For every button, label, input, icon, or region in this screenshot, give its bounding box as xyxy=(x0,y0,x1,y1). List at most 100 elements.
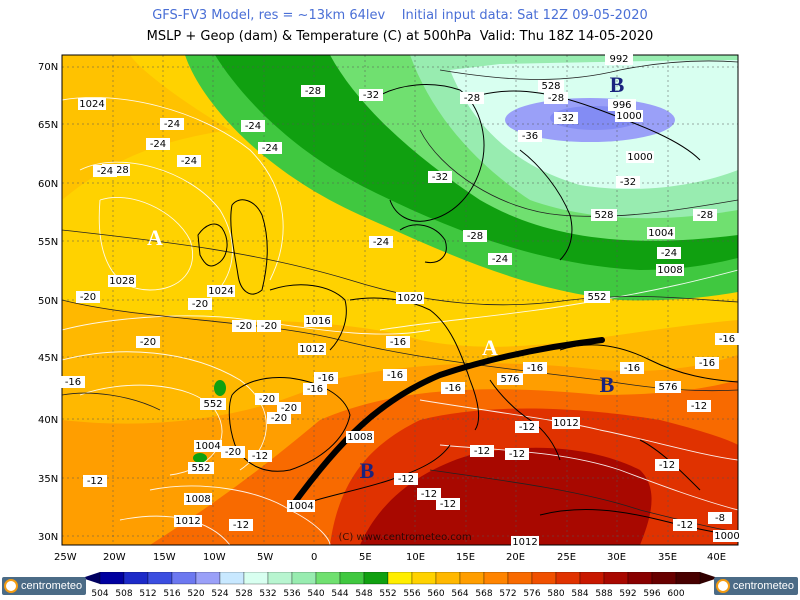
temp-label-bg xyxy=(229,519,253,531)
isobar-label: 1004 xyxy=(648,228,673,239)
map-frame xyxy=(61,54,739,546)
temperature-label: -20 xyxy=(261,321,277,332)
isobar-label: 1000 xyxy=(616,111,641,122)
temperature-label: -16 xyxy=(624,363,640,374)
geopotential-label: 528 xyxy=(594,210,613,221)
temp-label-bg xyxy=(221,446,245,458)
colorbar-swatch xyxy=(555,572,581,585)
temp-label-bg xyxy=(515,421,539,433)
temp-label-bg xyxy=(248,450,272,462)
high-pressure-marker: A xyxy=(147,225,163,250)
isobar-label: 1012 xyxy=(299,344,324,355)
colorbar-swatch xyxy=(459,572,485,585)
colorbar-swatch xyxy=(147,572,173,585)
temp-label-bg xyxy=(463,230,487,242)
colorbar-swatch xyxy=(267,572,293,585)
temp-label-bg xyxy=(715,333,739,345)
colorbar-swatch xyxy=(219,572,245,585)
temperature-label: -24 xyxy=(164,119,180,130)
temperature-label: -12 xyxy=(252,451,268,462)
temp-label-bg xyxy=(258,142,282,154)
temperature-label: -16 xyxy=(307,384,323,395)
temperature-label: -16 xyxy=(387,370,403,381)
isobar-label-bg xyxy=(396,292,424,304)
temperature-label: -32 xyxy=(363,90,379,101)
lon-label: 15W xyxy=(153,552,176,563)
temp-label-bg xyxy=(673,519,697,531)
temp-label-bg xyxy=(657,247,681,259)
centrometeo-logo-right[interactable]: centrometeo xyxy=(713,577,798,595)
isobar-label-bg xyxy=(108,275,136,287)
temperature-label: -24 xyxy=(492,254,508,265)
lon-label: 20E xyxy=(506,552,525,563)
colorbar-label: 540 xyxy=(307,589,324,599)
colorbar-label: 512 xyxy=(139,589,156,599)
temp-label-bg xyxy=(255,393,279,405)
temperature-label: -16 xyxy=(527,363,543,374)
colorbar-swatch xyxy=(483,572,509,585)
temperature-label: -12 xyxy=(519,422,535,433)
latitude-labels: 70N 65N 60N 55N 50N 45N 40N 35N 30N xyxy=(38,62,58,543)
colorbar-label: 528 xyxy=(235,589,252,599)
temperature-label: -28 xyxy=(305,86,321,97)
temperature-label: -12 xyxy=(509,449,525,460)
temp-label-bg xyxy=(620,362,644,374)
temp-label-bg xyxy=(441,382,465,394)
temperature-label: -24 xyxy=(97,166,113,177)
temperature-label: -16 xyxy=(719,334,735,345)
colorbar-label: 532 xyxy=(259,589,276,599)
temperature-label: -12 xyxy=(233,520,249,531)
temperature-label: -16 xyxy=(318,373,334,384)
geopotential-label: 576 xyxy=(658,382,677,393)
watermark: (C) www.centrometeo.com xyxy=(338,532,471,543)
temperature-label: -12 xyxy=(440,499,456,510)
temp-label-bg xyxy=(695,357,719,369)
temp-label-bg xyxy=(436,498,460,510)
temp-label-bg xyxy=(616,176,640,188)
temperature-label: -20 xyxy=(271,413,287,424)
colorbar-label: 504 xyxy=(91,589,108,599)
isobar-label: 1024 xyxy=(208,286,233,297)
geop-label-bg xyxy=(188,462,214,474)
temperature-label: -28 xyxy=(548,93,564,104)
isobar-label: 1012 xyxy=(553,418,578,429)
isobar-label-bg xyxy=(194,440,222,452)
lon-label: 0 xyxy=(311,552,317,563)
colorbar-swatch xyxy=(675,572,701,585)
lon-label: 40E xyxy=(707,552,726,563)
axis-line xyxy=(289,337,605,509)
geop-label-bg xyxy=(655,381,681,393)
temp-label-bg xyxy=(428,171,452,183)
temperature-label: -32 xyxy=(432,172,448,183)
colorbar-swatch xyxy=(435,572,461,585)
temperature-label: -8 xyxy=(715,513,725,524)
lon-label: 20W xyxy=(103,552,126,563)
colorbar-label: 564 xyxy=(451,589,468,599)
colorbar-swatch xyxy=(123,572,149,585)
temp-label-bg xyxy=(232,320,256,332)
colorbar-label: 568 xyxy=(475,589,492,599)
colorbar-left-arrow xyxy=(82,572,100,584)
isobar-label-bg xyxy=(298,343,326,355)
isobar-label-bg xyxy=(511,536,539,548)
isobar-label: 1000 xyxy=(627,152,652,163)
colorbar-label: 596 xyxy=(643,589,660,599)
lon-label: 35E xyxy=(658,552,677,563)
map-header-line-1: GFS-FV3 Model, res = ~13km 64lev Initial… xyxy=(152,8,648,23)
temp-label-bg xyxy=(460,92,484,104)
isobar-label-bg xyxy=(184,493,212,505)
geop-label-bg xyxy=(538,80,564,92)
centrometeo-logo-left[interactable]: centrometeo xyxy=(2,577,87,595)
map-header-line-2: MSLP + Geop (dam) & Temperature (C) at 5… xyxy=(146,29,654,44)
isobar-label: 1024 xyxy=(79,99,104,110)
colorbar-label: 588 xyxy=(595,589,612,599)
temperature-label: -20 xyxy=(236,321,252,332)
isobar-label-bg xyxy=(207,285,235,297)
lon-label: 25E xyxy=(557,552,576,563)
lat-label: 35N xyxy=(38,474,58,485)
geop-label-bg xyxy=(591,209,617,221)
temp-label-bg xyxy=(83,475,107,487)
temp-label-bg xyxy=(386,336,410,348)
temp-label-bg xyxy=(160,118,184,130)
